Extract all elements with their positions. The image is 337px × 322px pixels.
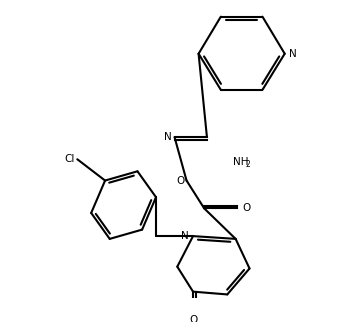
Text: O: O — [189, 315, 197, 322]
Text: N: N — [289, 49, 297, 59]
Text: NH: NH — [233, 157, 248, 167]
Text: 2: 2 — [246, 160, 251, 169]
Text: Cl: Cl — [64, 154, 74, 164]
Text: O: O — [177, 175, 185, 185]
Text: N: N — [164, 132, 172, 142]
Text: O: O — [242, 203, 250, 213]
Text: N: N — [181, 231, 188, 241]
